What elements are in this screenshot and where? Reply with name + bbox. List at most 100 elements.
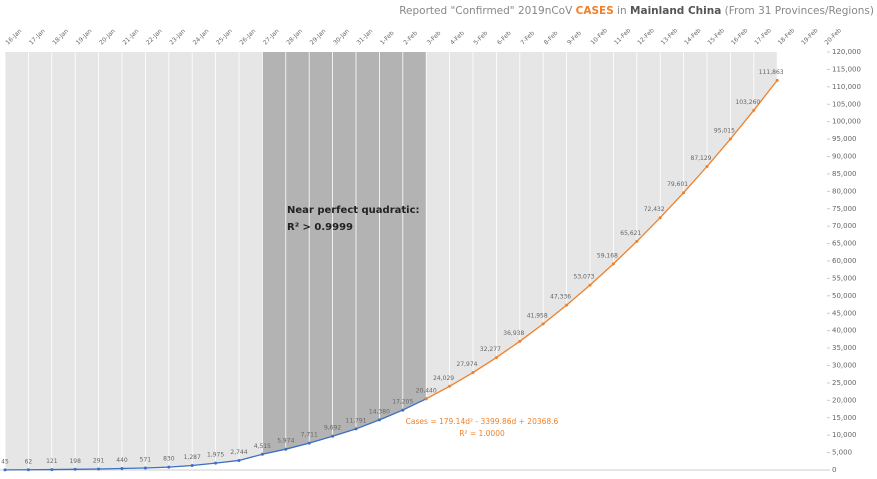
x-tick-label: 17-Feb	[753, 27, 773, 47]
point	[541, 322, 545, 326]
x-tick-label: 26-Jan	[239, 28, 258, 47]
data-label: 53,073	[574, 274, 595, 281]
chart-title: Reported "Confirmed" 2019nCoV CASES in M…	[399, 5, 874, 17]
y-tick-label: 55,000	[832, 274, 857, 282]
data-label: 1,975	[207, 452, 224, 459]
x-tick-label: 3-Feb	[426, 30, 443, 47]
point	[728, 137, 732, 141]
title-part: CASES	[576, 5, 614, 17]
x-tick-label: 21-Jan	[122, 28, 141, 47]
x-tick-label: 18-Jan	[51, 28, 70, 47]
data-label: 291	[93, 457, 105, 464]
x-tick-label: 16-Jan	[5, 28, 24, 47]
x-tick-label: 11-Feb	[613, 27, 633, 47]
point	[471, 371, 475, 375]
y-tick-label: 15,000	[832, 414, 857, 422]
data-label: 45	[1, 458, 9, 465]
point	[214, 461, 218, 465]
y-tick-label: 100,000	[832, 118, 861, 126]
annotation: Near perfect quadratic:	[287, 205, 420, 216]
point	[682, 191, 686, 195]
data-label: 87,129	[691, 155, 712, 162]
title-part: in	[614, 5, 630, 17]
point	[401, 408, 405, 412]
y-tick-label: 65,000	[832, 240, 857, 248]
y-tick-label: 30,000	[832, 362, 857, 370]
title-part: Mainland China	[630, 5, 721, 17]
data-label: 4,515	[254, 443, 271, 450]
x-tick-label: 14-Feb	[683, 27, 703, 47]
x-tick-label: 10-Feb	[590, 27, 610, 47]
y-tick-label: 25,000	[832, 379, 857, 387]
x-tick-label: 7-Feb	[519, 30, 536, 47]
data-label: 9,692	[324, 425, 341, 432]
title-part: Reported "Confirmed" 2019nCoV	[399, 5, 575, 17]
y-tick-label: 20,000	[832, 396, 857, 404]
point	[97, 467, 101, 471]
point	[424, 397, 428, 401]
x-tick-label: 20-Jan	[98, 28, 117, 47]
x-tick-label: 19-Jan	[75, 28, 94, 47]
y-tick-label: 5,000	[832, 449, 852, 457]
x-tick-label: 29-Jan	[309, 28, 328, 47]
x-tick-label: 6-Feb	[496, 30, 513, 47]
x-tick-label: 22-Jan	[145, 28, 164, 47]
x-tick-label: 4-Feb	[449, 30, 466, 47]
x-tick-label: 31-Jan	[356, 28, 375, 47]
x-tick-label: 17-Jan	[28, 28, 47, 47]
x-tick-label: 19-Feb	[800, 27, 820, 47]
point	[73, 467, 77, 471]
point	[354, 427, 358, 431]
x-tick-label: 8-Feb	[543, 30, 560, 47]
data-label: 41,958	[527, 312, 548, 319]
x-tick-label: 25-Jan	[215, 28, 234, 47]
data-label: 1,287	[184, 454, 201, 461]
y-tick-label: 10,000	[832, 431, 857, 439]
y-tick-label: 120,000	[832, 48, 861, 56]
data-label: 14,380	[369, 408, 390, 415]
series-line	[425, 79, 778, 400]
point	[658, 216, 662, 220]
data-label: 79,601	[667, 181, 688, 188]
x-tick-label: 16-Feb	[730, 27, 750, 47]
data-label: 440	[116, 457, 128, 464]
point	[611, 262, 615, 266]
point	[518, 339, 522, 343]
y-tick-label: 35,000	[832, 344, 857, 352]
data-label: 17,205	[392, 399, 413, 406]
point	[143, 466, 147, 470]
y-tick-label: 50,000	[832, 292, 857, 300]
point	[448, 384, 452, 388]
y-tick-label: 115,000	[832, 65, 861, 73]
data-label: 47,336	[550, 294, 571, 301]
data-label: 103,260	[735, 99, 760, 106]
point	[331, 434, 335, 438]
data-label: 830	[163, 456, 175, 463]
point	[705, 165, 709, 169]
x-tick-label: 24-Jan	[192, 28, 211, 47]
point	[565, 303, 569, 307]
point	[50, 468, 54, 472]
data-label: 32,277	[480, 346, 501, 353]
x-tick-label: 30-Jan	[332, 28, 351, 47]
point	[190, 464, 194, 468]
data-label: 27,974	[457, 361, 478, 368]
x-tick-label: 5-Feb	[473, 30, 490, 47]
y-tick-label: 75,000	[832, 205, 857, 213]
title-part: (From 31 Provinces/Regions)	[721, 5, 874, 17]
data-label: 72,432	[644, 206, 665, 213]
point	[284, 447, 288, 451]
data-label: 24,029	[433, 375, 454, 382]
point	[120, 466, 124, 470]
point	[26, 468, 30, 472]
shade-dark	[262, 52, 427, 455]
data-label: 198	[69, 458, 81, 465]
x-tick-label: 13-Feb	[660, 27, 680, 47]
annotation: Cases = 179.14d² - 3399.86d + 20368.6	[406, 417, 559, 426]
data-label: 36,938	[503, 330, 524, 337]
data-label: 65,621	[620, 230, 641, 237]
y-tick-label: 110,000	[832, 83, 861, 91]
x-tick-label: 18-Feb	[777, 27, 797, 47]
x-tick-label: 9-Feb	[566, 30, 583, 47]
